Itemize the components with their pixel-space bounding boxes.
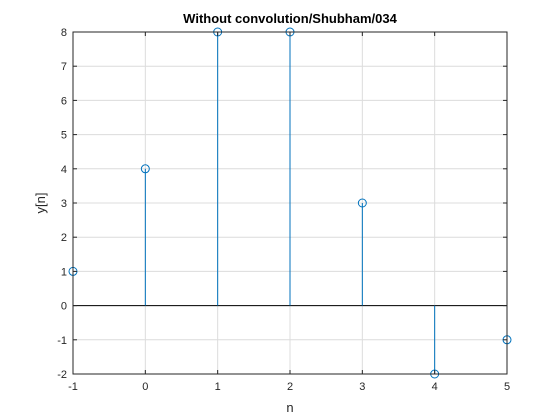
y-tick-label: 6 bbox=[61, 95, 67, 107]
y-tick-label: 3 bbox=[61, 198, 67, 210]
x-tick-label: -1 bbox=[68, 381, 78, 393]
y-tick-label: 1 bbox=[61, 266, 67, 278]
stem-marker bbox=[357, 198, 367, 208]
x-tick-label: 0 bbox=[142, 381, 148, 393]
y-tick-label: 8 bbox=[61, 27, 67, 39]
y-tick-label: -1 bbox=[57, 335, 67, 347]
y-tick-label: 5 bbox=[61, 130, 67, 142]
y-tick-label: 4 bbox=[61, 164, 67, 176]
stem-marker bbox=[140, 164, 150, 174]
y-tick-label: -2 bbox=[57, 369, 67, 381]
stem-series bbox=[68, 27, 512, 379]
x-tick-label: 4 bbox=[432, 381, 438, 393]
x-tick-label: 2 bbox=[287, 381, 293, 393]
y-tick-label: 2 bbox=[61, 232, 67, 244]
x-tick-label: 5 bbox=[504, 381, 510, 393]
y-tick-label: 0 bbox=[61, 301, 67, 313]
x-tick-label: 1 bbox=[215, 381, 221, 393]
y-tick-label: 7 bbox=[61, 61, 67, 73]
x-tick-label: 3 bbox=[359, 381, 365, 393]
y-axis-label: y[n] bbox=[33, 193, 48, 214]
x-axis-label: n bbox=[286, 400, 293, 415]
chart-title: Without convolution/Shubham/034 bbox=[183, 11, 397, 26]
